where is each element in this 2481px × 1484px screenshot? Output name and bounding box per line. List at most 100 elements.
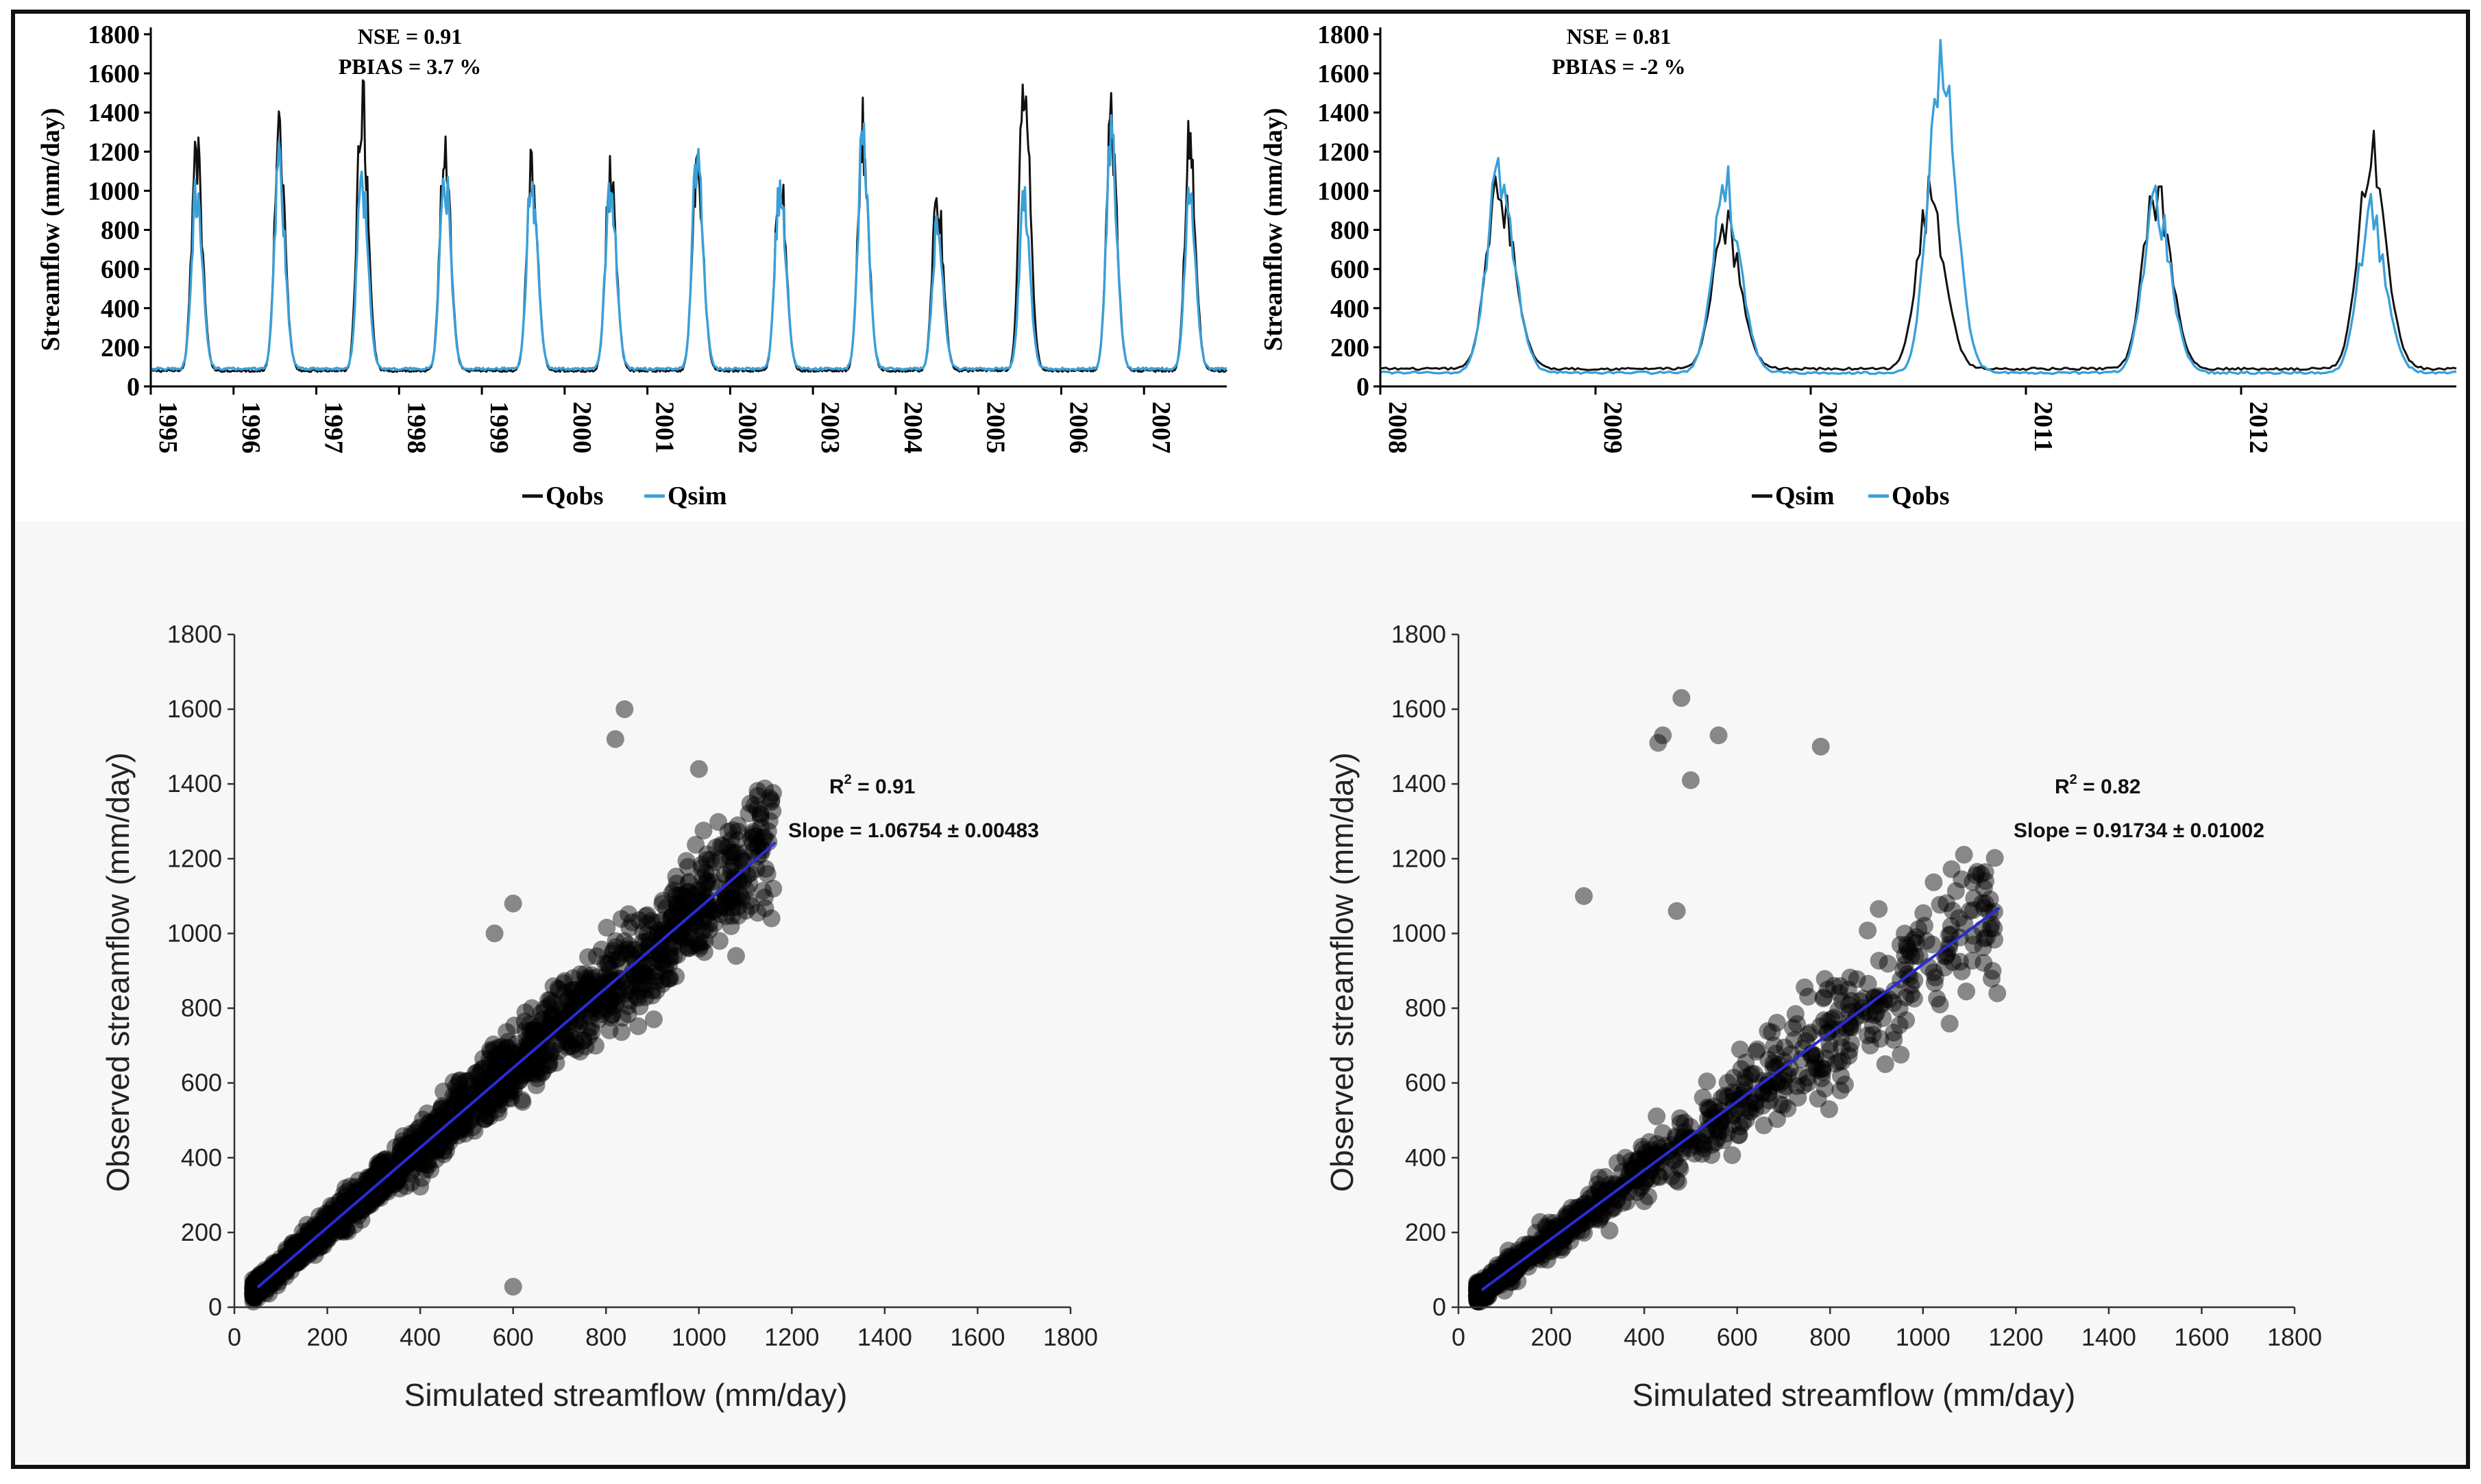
scatter-point	[336, 1188, 354, 1206]
scatter-point	[679, 874, 698, 892]
scatter-point	[419, 1152, 437, 1171]
scatter-point	[1985, 849, 2004, 867]
scatter-point	[345, 1199, 364, 1217]
scatter-point	[733, 889, 751, 908]
scatter-point	[284, 1245, 302, 1263]
scatter-point	[416, 1121, 435, 1139]
scatter-point	[603, 1006, 621, 1024]
y-axis-title: Streamflow (mm/day)	[1259, 108, 1288, 351]
scatter-point	[397, 1157, 415, 1174]
scatter-point	[417, 1155, 436, 1174]
scatter-point	[391, 1143, 409, 1162]
scatter-point	[298, 1215, 317, 1234]
scatter-point	[244, 1284, 262, 1302]
scatter-point	[276, 1267, 295, 1286]
scatter-point	[663, 909, 681, 928]
scatter-point	[363, 1192, 381, 1210]
scatter-point	[509, 1060, 527, 1078]
scatter-point	[400, 1135, 418, 1152]
scatter-point	[461, 1098, 480, 1117]
scatter-point	[521, 1023, 539, 1041]
scatter-point	[323, 1217, 342, 1236]
scatter-point	[665, 937, 683, 956]
scatter-point	[378, 1153, 397, 1172]
scatter-point	[489, 1054, 507, 1073]
scatter-point	[759, 822, 777, 841]
scatter-point	[291, 1239, 309, 1257]
scatter-point	[314, 1210, 332, 1228]
scatter-point	[315, 1208, 333, 1226]
scatter-point	[1891, 936, 1909, 954]
scatter-point	[522, 1038, 540, 1056]
scatter-point	[1841, 1017, 1859, 1035]
scatter-point	[656, 961, 674, 980]
scatter-point	[563, 980, 581, 999]
scatter-point	[696, 932, 714, 950]
scatter-point	[326, 1224, 344, 1242]
y-tick-label: 1600	[167, 695, 222, 723]
scatter-point	[670, 895, 689, 914]
scatter-point	[1613, 1163, 1632, 1181]
scatter-point	[1938, 947, 1955, 965]
scatter-point	[410, 1118, 428, 1137]
scatter-point	[310, 1238, 329, 1257]
scatter-point	[247, 1275, 266, 1294]
scatter-point	[570, 1015, 589, 1034]
x-tick-label: 2011	[2029, 401, 2057, 452]
scatter-point	[306, 1215, 324, 1234]
scatter-point	[349, 1187, 367, 1205]
scatter-point	[1681, 771, 1700, 789]
scatter-point	[688, 935, 707, 953]
x-tick-label: 2007	[1147, 401, 1175, 454]
scatter-point	[1953, 870, 1971, 889]
scatter-point	[740, 875, 759, 893]
scatter-point	[1870, 952, 1888, 970]
scatter-point	[676, 888, 694, 906]
scatter-point	[435, 1105, 454, 1123]
nse-annotation: NSE = 0.91	[358, 24, 462, 49]
scatter-point	[469, 1065, 488, 1084]
scatter-point	[371, 1152, 389, 1171]
scatter-point	[256, 1274, 275, 1292]
scatter-point	[422, 1132, 441, 1150]
scatter-point	[275, 1260, 293, 1278]
scatter-point	[661, 947, 679, 965]
scatter-point	[474, 1059, 493, 1078]
scatter-point	[517, 1030, 536, 1049]
scatter-point	[694, 880, 712, 898]
scatter-point	[716, 865, 734, 884]
scatter-point	[545, 993, 563, 1012]
scatter-point	[360, 1170, 378, 1189]
scatter-point	[252, 1283, 270, 1301]
x-tick-label: 2005	[981, 401, 1010, 454]
scatter-point	[1752, 1083, 1771, 1101]
scatter-point	[444, 1073, 463, 1091]
scatter-point	[557, 1028, 575, 1047]
scatter-point	[330, 1192, 349, 1211]
x-tick-label: 200	[307, 1323, 348, 1351]
scatter-point	[571, 965, 589, 983]
scatter-point	[498, 1046, 515, 1065]
scatter-point	[317, 1231, 336, 1250]
scatter-point	[261, 1272, 280, 1291]
scatter-point	[516, 1046, 535, 1064]
scatter-point	[347, 1178, 365, 1196]
scatter-point	[698, 906, 716, 924]
scatter-point	[465, 1104, 483, 1123]
scatter-point	[410, 1143, 428, 1162]
scatter-point	[485, 1091, 504, 1110]
scatter-point	[1928, 989, 1946, 1008]
scatter-point	[245, 1276, 263, 1294]
scatter-point	[245, 1278, 262, 1296]
scatter-point	[338, 1207, 356, 1226]
scatter-point	[1799, 987, 1818, 1006]
scatter-point	[722, 891, 741, 909]
x-tick-label: 1997	[319, 401, 348, 454]
scatter-point	[271, 1261, 290, 1279]
scatter-point	[543, 1009, 561, 1027]
scatter-point	[1906, 947, 1924, 965]
x-tick-label: 1998	[402, 401, 430, 454]
scatter-point	[488, 1100, 506, 1119]
scatter-point	[627, 976, 646, 994]
scatter-point	[244, 1284, 262, 1302]
